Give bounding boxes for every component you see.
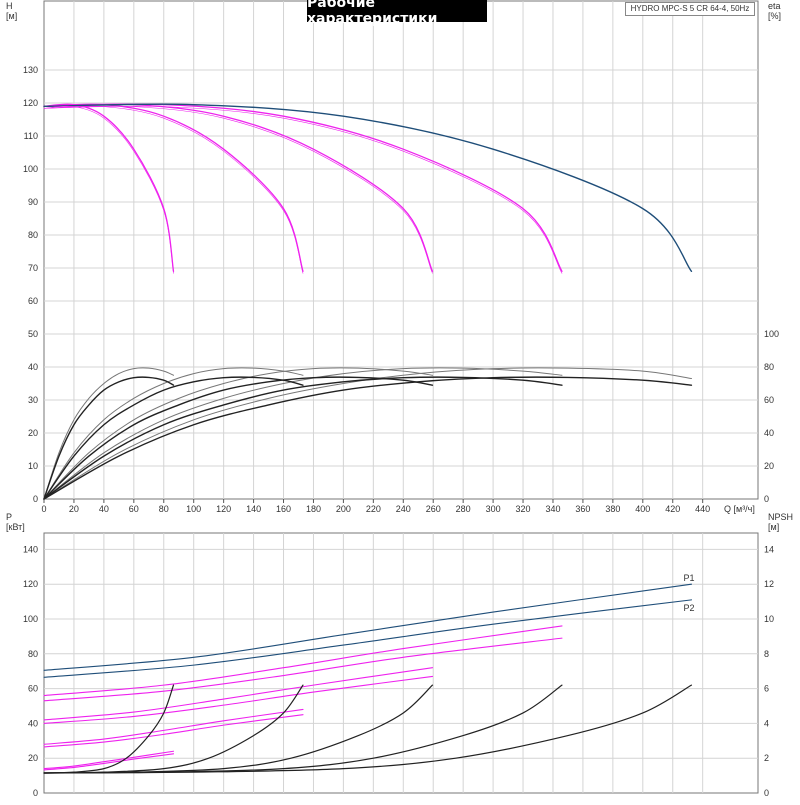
power-curve: [43, 637, 563, 702]
head-tick-label: 50: [28, 329, 38, 339]
eta-axis-label: eta: [768, 1, 781, 11]
x-tick-label: 140: [246, 504, 261, 514]
eta-tick-label: 0: [764, 494, 769, 504]
x-tick-label: 220: [366, 504, 381, 514]
efficiency-upper-curve: [43, 367, 304, 500]
efficiency-upper-curve: [43, 367, 563, 500]
power-curve: [43, 750, 175, 770]
x-tick-label: 180: [306, 504, 321, 514]
x-tick-label: 260: [426, 504, 441, 514]
head-axis-label: H: [6, 1, 13, 11]
head-tick-label: 0: [33, 494, 38, 504]
npsh-tick-label: 0: [764, 788, 769, 798]
x-tick-label: 20: [69, 504, 79, 514]
head-tick-label: 70: [28, 263, 38, 273]
npsh-tick-label: 6: [764, 684, 769, 694]
eta-tick-label: 40: [764, 428, 774, 438]
x-tick-label: 420: [665, 504, 680, 514]
x-tick-label: 280: [456, 504, 471, 514]
head-tick-label: 120: [23, 98, 38, 108]
head-axis-label: [м]: [6, 11, 17, 21]
power-curve: [43, 599, 692, 678]
power-curve: [43, 753, 175, 771]
x-tick-label: 340: [545, 504, 560, 514]
head-tick-label: 20: [28, 428, 38, 438]
npsh-tick-label: 8: [764, 649, 769, 659]
npsh-curve: [43, 684, 175, 774]
head-tick-label: 40: [28, 362, 38, 372]
npsh-tick-label: 4: [764, 718, 769, 728]
eta-tick-label: 20: [764, 461, 774, 471]
head-tick-label: 10: [28, 461, 38, 471]
power-tick-label: 120: [23, 579, 38, 589]
npsh-curve: [43, 684, 693, 774]
efficiency-curve: [43, 376, 175, 500]
chart-title: Рабочие характеристики: [307, 0, 487, 27]
npsh-tick-label: 2: [764, 753, 769, 763]
power-tick-label: 100: [23, 614, 38, 624]
power-curve: [43, 714, 304, 748]
x-tick-label: 380: [605, 504, 620, 514]
x-tick-label: 120: [216, 504, 231, 514]
x-tick-label: 240: [396, 504, 411, 514]
power-curve: [43, 625, 563, 697]
power-tick-label: 140: [23, 544, 38, 554]
npsh-axis-label: NPSH: [768, 512, 793, 522]
head-tick-label: 60: [28, 296, 38, 306]
x-tick-label: 200: [336, 504, 351, 514]
power-tick-label: 20: [28, 753, 38, 763]
power-curve: [43, 667, 434, 721]
head-tick-label: 90: [28, 197, 38, 207]
head-tick-label: 130: [23, 65, 38, 75]
head-tick-label: 100: [23, 164, 38, 174]
head-tick-label: 30: [28, 395, 38, 405]
power-tick-label: 80: [28, 649, 38, 659]
series-label-p1: P1: [683, 573, 694, 583]
x-tick-label: 40: [99, 504, 109, 514]
x-tick-label: 160: [276, 504, 291, 514]
x-tick-label: 320: [516, 504, 531, 514]
flow-axis-label: Q [м³/ч]: [724, 504, 755, 514]
eta-tick-label: 80: [764, 362, 774, 372]
power-axis-label: [кВт]: [6, 522, 25, 532]
efficiency-upper-curve: [43, 367, 174, 500]
x-tick-label: 300: [486, 504, 501, 514]
x-tick-label: 440: [695, 504, 710, 514]
bottom-panel-frame: [43, 532, 759, 794]
npsh-tick-label: 14: [764, 544, 774, 554]
power-curve: [43, 675, 434, 724]
x-tick-label: 80: [159, 504, 169, 514]
top-panel-frame: [43, 0, 759, 500]
eta-tick-label: 100: [764, 329, 779, 339]
x-tick-label: 360: [575, 504, 590, 514]
eta-axis-label: [%]: [768, 11, 781, 21]
x-tick-label: 400: [635, 504, 650, 514]
power-axis-label: P: [6, 512, 12, 522]
head-tick-label: 80: [28, 230, 38, 240]
power-tick-label: 0: [33, 788, 38, 798]
efficiency-curve: [43, 376, 304, 500]
head-curve: [43, 103, 693, 272]
npsh-axis-label: [м]: [768, 522, 779, 532]
efficiency-upper-curve: [43, 367, 433, 500]
power-curve: [43, 708, 304, 745]
x-tick-label: 100: [186, 504, 201, 514]
x-tick-label: 0: [41, 504, 46, 514]
x-tick-label: 60: [129, 504, 139, 514]
eta-tick-label: 60: [764, 395, 774, 405]
model-label: HYDRO MPC-S 5 CR 64-4, 50Hz: [625, 2, 755, 16]
head-tick-label: 110: [24, 131, 38, 141]
efficiency-curve: [43, 376, 693, 500]
head-curve-thin: [43, 105, 563, 274]
npsh-tick-label: 10: [764, 614, 774, 624]
power-tick-label: 40: [28, 718, 38, 728]
npsh-tick-label: 12: [764, 579, 774, 589]
power-curve: [43, 583, 692, 671]
series-label-p2: P2: [683, 603, 694, 613]
power-tick-label: 60: [28, 684, 38, 694]
